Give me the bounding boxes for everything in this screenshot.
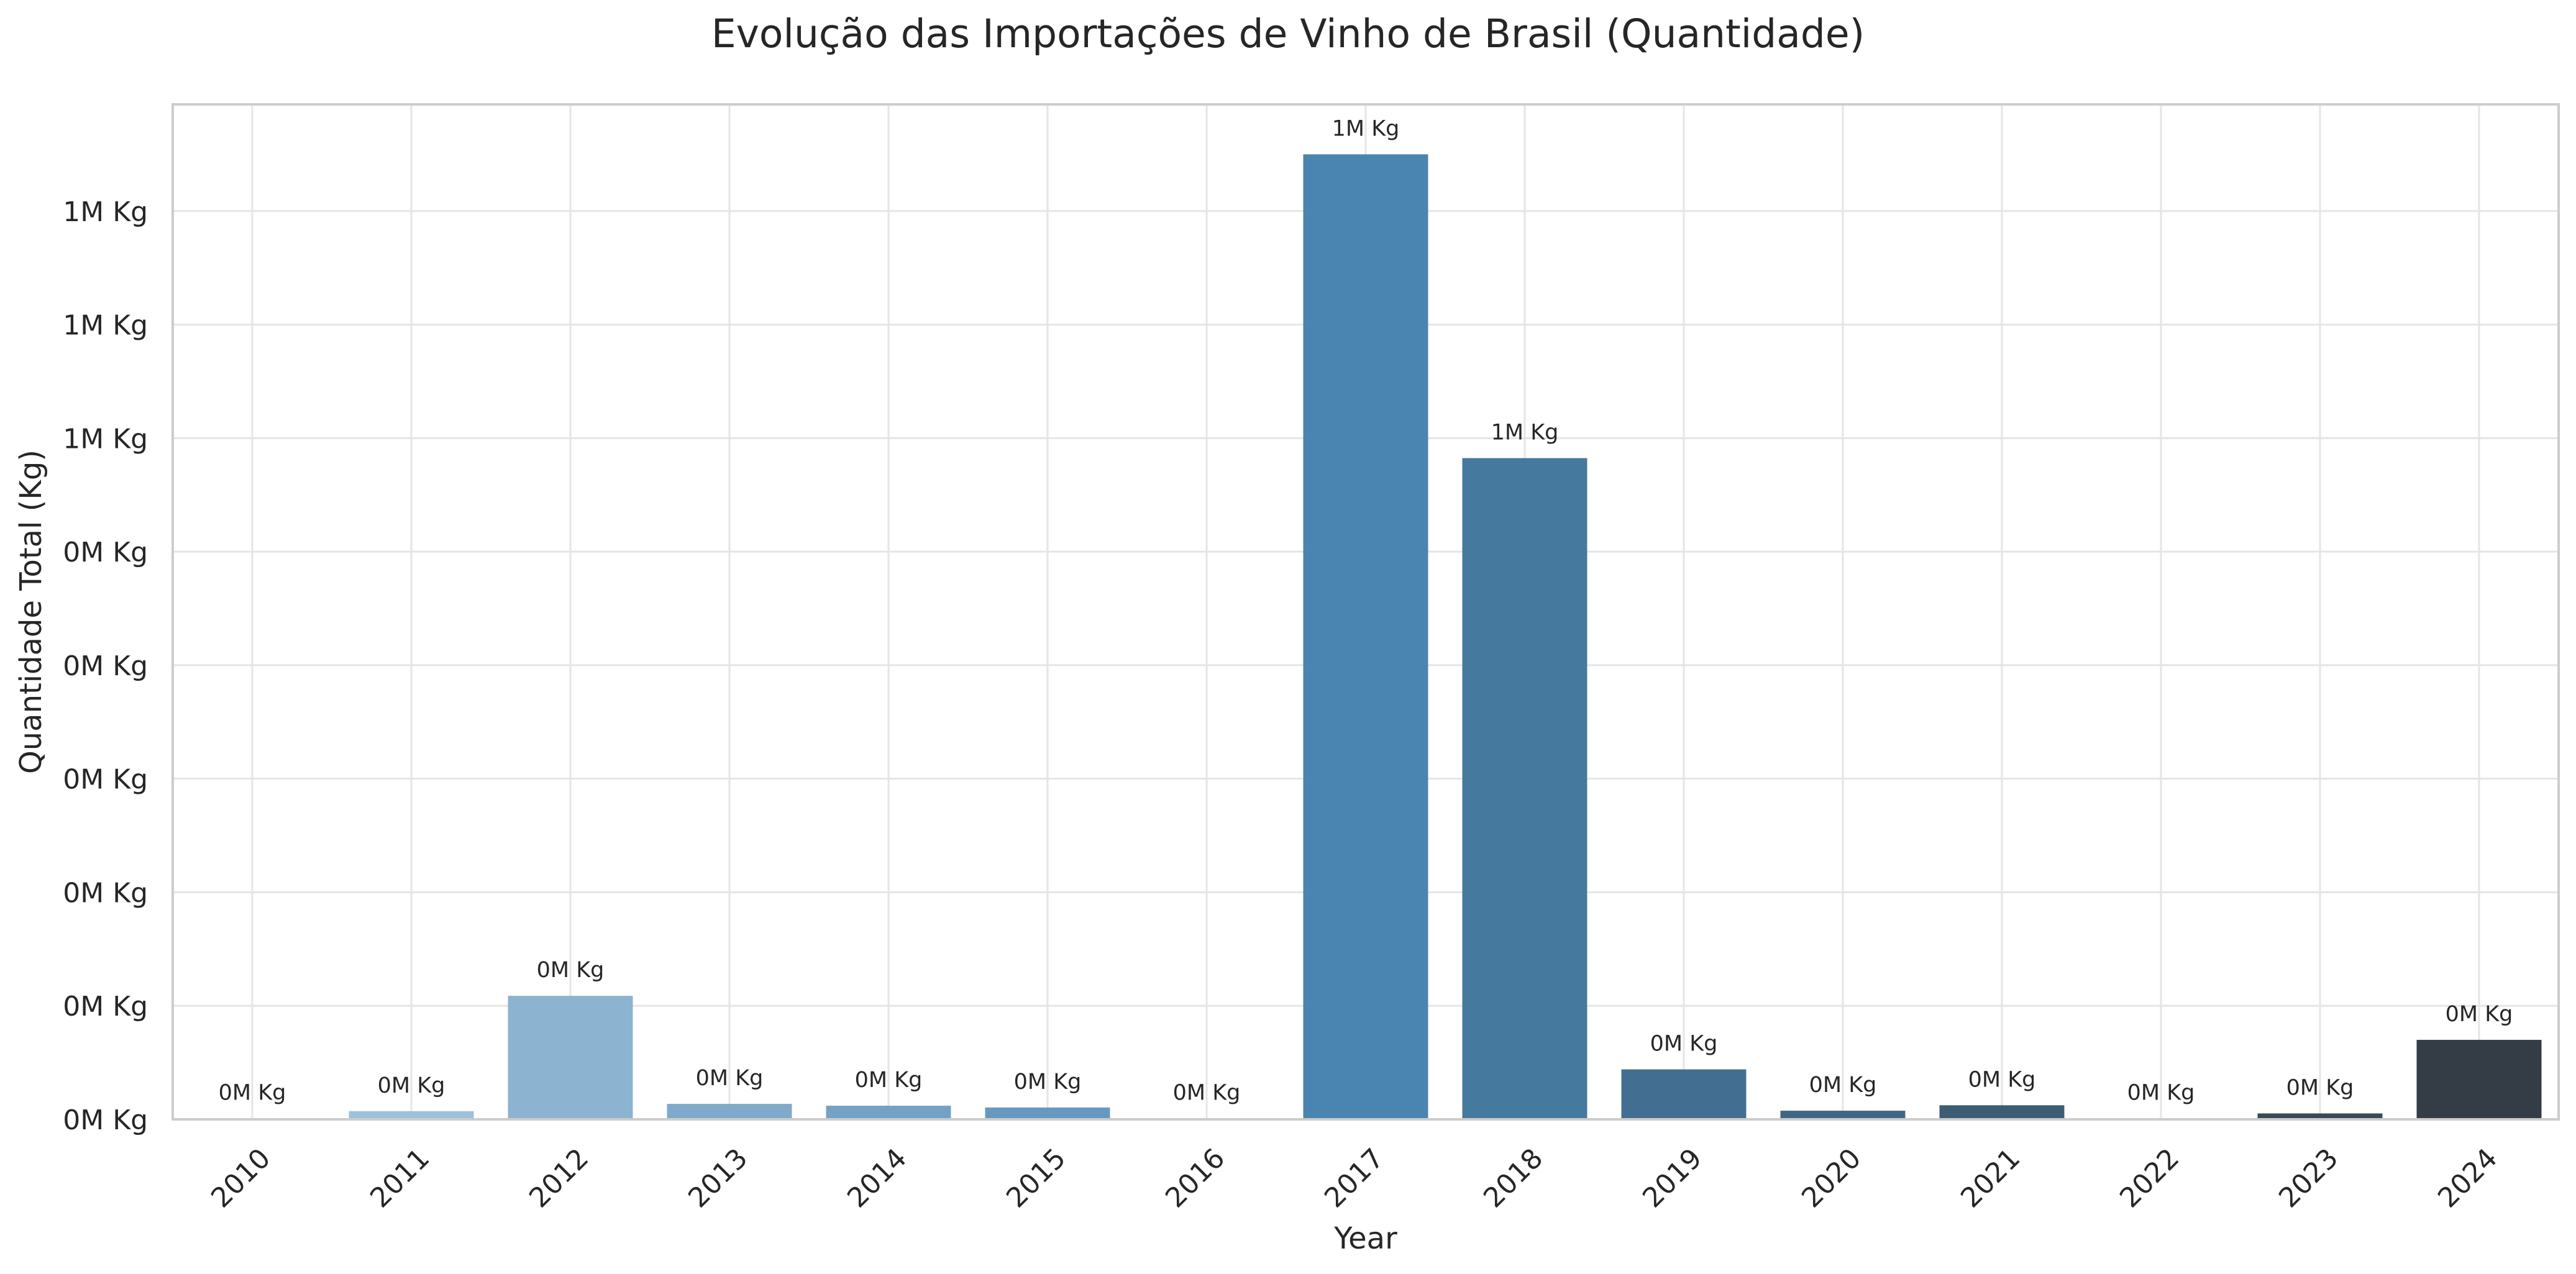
data-label: 0M Kg xyxy=(537,958,605,983)
plot-frame xyxy=(171,103,2560,1121)
x-tick-label: 2013 xyxy=(682,1142,754,1214)
bar xyxy=(1939,1105,2065,1119)
bar xyxy=(349,1111,474,1119)
x-tick-label: 2019 xyxy=(1637,1142,1708,1214)
grid-lines xyxy=(173,104,2559,1121)
x-tick-label: 2023 xyxy=(2273,1142,2344,1214)
bar xyxy=(985,1107,1110,1119)
data-label: 0M Kg xyxy=(1809,1073,1877,1098)
data-label: 0M Kg xyxy=(378,1073,445,1098)
tick-labels: 0M Kg 0M Kg 0M Kg 0M Kg 0M Kg 0M Kg 1M Kg 1M Kg… xyxy=(63,196,2503,1214)
data-label: 0M Kg xyxy=(1014,1070,1082,1094)
data-label: 0M Kg xyxy=(2127,1081,2195,1106)
y-tick-label: 1M Kg xyxy=(63,310,148,342)
data-label: 0M Kg xyxy=(219,1081,286,1106)
y-axis-title: Quantidade Total (Kg) xyxy=(14,450,48,774)
data-label: 0M Kg xyxy=(1650,1032,1718,1057)
bar xyxy=(826,1106,951,1119)
data-label: 0M Kg xyxy=(855,1068,923,1093)
data-label: 0M Kg xyxy=(2446,1002,2513,1027)
x-tick-label: 2015 xyxy=(1000,1142,1072,1214)
x-tick-label: 2020 xyxy=(1796,1142,1867,1214)
x-tick-label: 2022 xyxy=(2114,1142,2185,1214)
bar xyxy=(2257,1113,2383,1119)
x-tick-label: 2018 xyxy=(1478,1142,1549,1214)
bar xyxy=(1780,1111,1906,1119)
x-tick-label: 2010 xyxy=(205,1142,276,1214)
data-label: 1M Kg xyxy=(1491,421,1559,445)
data-label: 0M Kg xyxy=(696,1066,764,1091)
x-tick-label: 2017 xyxy=(1318,1142,1390,1214)
y-tick-label: 1M Kg xyxy=(63,423,148,455)
x-tick-label: 2016 xyxy=(1159,1142,1231,1214)
y-tick-label: 0M Kg xyxy=(63,991,148,1022)
x-axis-title: Year xyxy=(1333,1221,1397,1256)
bar xyxy=(508,996,633,1119)
y-tick-label: 0M Kg xyxy=(63,764,148,796)
data-label: 0M Kg xyxy=(2286,1075,2354,1100)
x-tick-label: 2024 xyxy=(2432,1142,2503,1214)
bar xyxy=(2416,1040,2542,1119)
y-tick-label: 0M Kg xyxy=(63,537,148,568)
x-tick-label: 2014 xyxy=(841,1142,913,1214)
data-label: 0M Kg xyxy=(1173,1081,1241,1106)
y-tick-label: 0M Kg xyxy=(63,1104,148,1136)
x-tick-label: 2021 xyxy=(1955,1142,2026,1214)
bar xyxy=(1462,458,1587,1119)
y-tick-label: 1M Kg xyxy=(63,196,148,228)
bar xyxy=(1303,154,1428,1120)
y-tick-label: 0M Kg xyxy=(63,650,148,682)
bar xyxy=(667,1104,792,1119)
data-label: 1M Kg xyxy=(1332,116,1400,141)
data-label: 0M Kg xyxy=(1968,1067,2036,1092)
y-tick-label: 0M Kg xyxy=(63,877,148,909)
data-labels: 0M Kg 0M Kg 0M Kg 0M Kg 0M Kg 0M Kg 0M Kg 1M Kg… xyxy=(219,116,2513,1105)
x-tick-label: 2012 xyxy=(523,1142,595,1214)
chart-title: Evolução das Importações de Vinho de Bra… xyxy=(711,11,1865,57)
x-tick-label: 2011 xyxy=(364,1142,436,1214)
bar xyxy=(1621,1069,1747,1119)
bars xyxy=(190,154,2542,1120)
